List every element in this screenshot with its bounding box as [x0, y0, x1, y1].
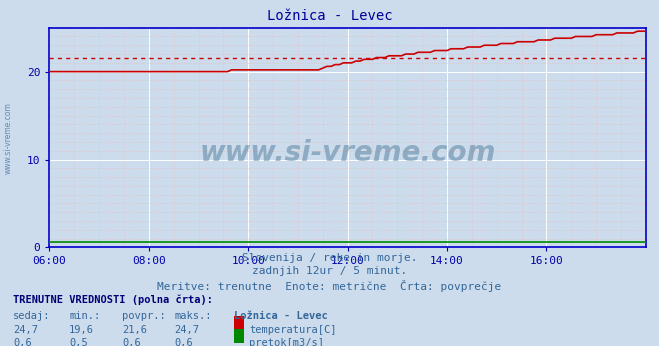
Text: pretok[m3/s]: pretok[m3/s] [249, 338, 324, 346]
Text: www.si-vreme.com: www.si-vreme.com [3, 102, 13, 174]
Text: Meritve: trenutne  Enote: metrične  Črta: povprečje: Meritve: trenutne Enote: metrične Črta: … [158, 280, 501, 292]
Text: povpr.:: povpr.: [122, 311, 165, 321]
Text: 24,7: 24,7 [13, 325, 38, 335]
Text: Ložnica - Levec: Ložnica - Levec [234, 311, 328, 321]
Text: 24,7: 24,7 [175, 325, 200, 335]
Text: sedaj:: sedaj: [13, 311, 51, 321]
Text: temperatura[C]: temperatura[C] [249, 325, 337, 335]
Text: 21,6: 21,6 [122, 325, 147, 335]
Text: TRENUTNE VREDNOSTI (polna črta):: TRENUTNE VREDNOSTI (polna črta): [13, 295, 213, 305]
Text: maks.:: maks.: [175, 311, 212, 321]
Text: Slovenija / reke in morje.: Slovenija / reke in morje. [242, 253, 417, 263]
Text: 0,5: 0,5 [69, 338, 88, 346]
Text: 0,6: 0,6 [122, 338, 140, 346]
Text: www.si-vreme.com: www.si-vreme.com [200, 139, 496, 167]
Text: Ložnica - Levec: Ložnica - Levec [267, 9, 392, 22]
Text: zadnjih 12ur / 5 minut.: zadnjih 12ur / 5 minut. [252, 266, 407, 276]
Text: 19,6: 19,6 [69, 325, 94, 335]
Text: 0,6: 0,6 [13, 338, 32, 346]
Text: min.:: min.: [69, 311, 100, 321]
Text: 0,6: 0,6 [175, 338, 193, 346]
